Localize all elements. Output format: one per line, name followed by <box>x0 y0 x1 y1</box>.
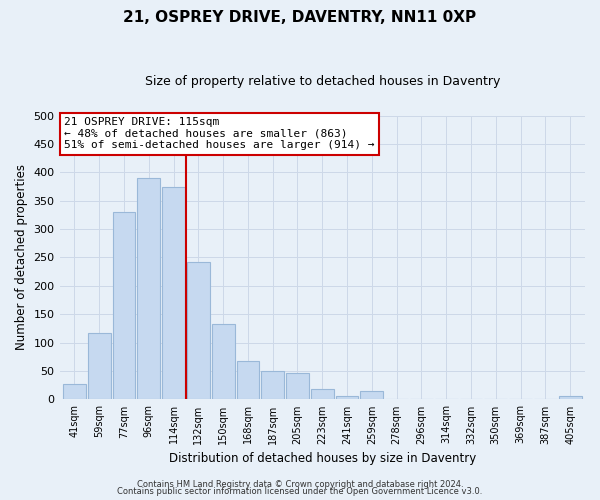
Bar <box>88 333 110 400</box>
Bar <box>113 212 136 400</box>
Bar <box>559 396 581 400</box>
Text: 21, OSPREY DRIVE, DAVENTRY, NN11 0XP: 21, OSPREY DRIVE, DAVENTRY, NN11 0XP <box>124 10 476 25</box>
Bar <box>162 186 185 400</box>
Title: Size of property relative to detached houses in Daventry: Size of property relative to detached ho… <box>145 75 500 88</box>
Text: Contains HM Land Registry data © Crown copyright and database right 2024.: Contains HM Land Registry data © Crown c… <box>137 480 463 489</box>
Bar <box>187 262 210 400</box>
Bar <box>311 388 334 400</box>
Bar <box>63 384 86 400</box>
Bar <box>261 371 284 400</box>
Bar <box>335 396 358 400</box>
Y-axis label: Number of detached properties: Number of detached properties <box>15 164 28 350</box>
Text: Contains public sector information licensed under the Open Government Licence v3: Contains public sector information licen… <box>118 488 482 496</box>
Bar <box>137 178 160 400</box>
Bar <box>361 392 383 400</box>
Text: 21 OSPREY DRIVE: 115sqm
← 48% of detached houses are smaller (863)
51% of semi-d: 21 OSPREY DRIVE: 115sqm ← 48% of detache… <box>64 118 375 150</box>
Bar <box>286 374 309 400</box>
Bar <box>236 361 259 400</box>
X-axis label: Distribution of detached houses by size in Daventry: Distribution of detached houses by size … <box>169 452 476 465</box>
Bar <box>212 324 235 400</box>
